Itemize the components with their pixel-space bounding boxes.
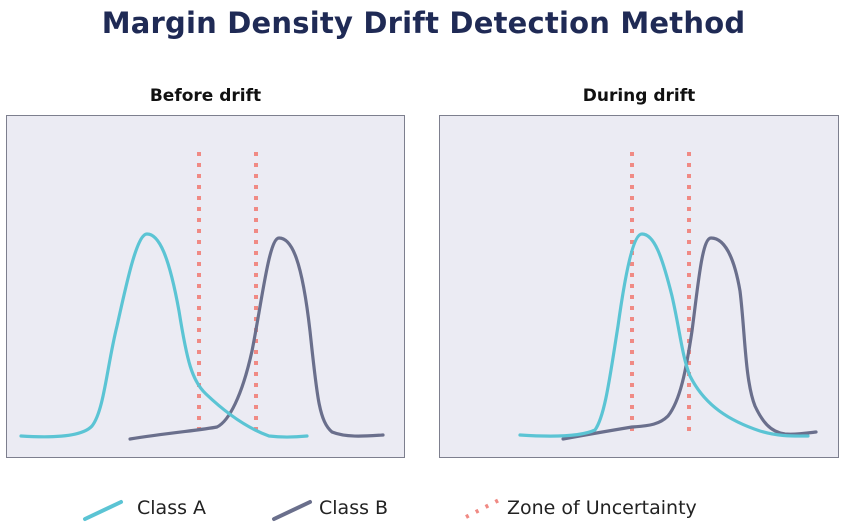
class-a-curve bbox=[518, 232, 810, 438]
legend-label-class-a: Class A bbox=[137, 497, 207, 519]
class-b-swatch bbox=[272, 500, 312, 521]
during-drift-panel bbox=[439, 115, 839, 458]
class-b-curve bbox=[561, 236, 818, 441]
panel-title-before-drift: Before drift bbox=[149, 86, 262, 106]
legend-label-zone-of-uncertainty: Zone of Uncertainty bbox=[507, 497, 697, 519]
page-title: Margin Density Drift Detection Method bbox=[101, 6, 746, 40]
legend-class-b: Class B bbox=[271, 494, 421, 524]
class-b-curve bbox=[128, 236, 385, 441]
zone-swatch bbox=[465, 497, 502, 519]
during-drift-diagram bbox=[518, 152, 818, 441]
before-drift-diagram bbox=[19, 152, 385, 441]
legend-zone-of-uncertainty: Zone of Uncertainty bbox=[462, 494, 732, 524]
before-drift-panel bbox=[6, 115, 405, 458]
panel-title-during-drift: During drift bbox=[582, 86, 696, 106]
class-a-curve bbox=[19, 232, 309, 439]
legend-class-a: Class A bbox=[82, 494, 232, 524]
legend-label-class-b: Class B bbox=[319, 497, 389, 519]
class-a-swatch bbox=[83, 500, 123, 521]
